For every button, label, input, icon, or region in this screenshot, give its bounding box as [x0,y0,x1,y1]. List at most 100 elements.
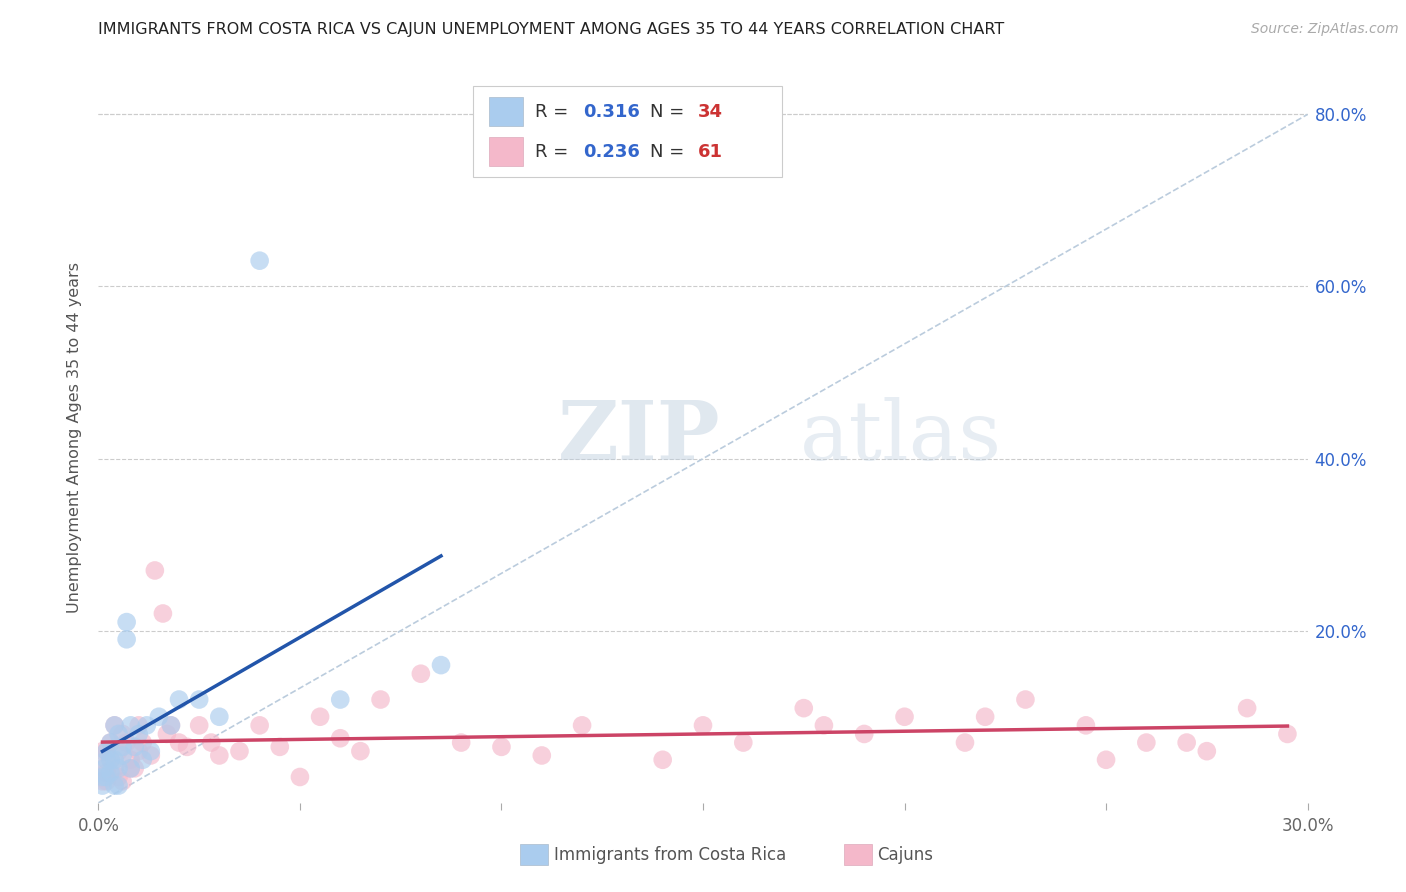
Point [96,774,118,789]
Point [188,718,211,732]
Point [143,564,166,578]
Point [188,692,211,706]
Point [91,744,114,758]
Point [107,761,129,775]
Point [135,718,157,732]
Point [128,727,150,741]
Text: 0.316: 0.316 [583,103,640,120]
Point [107,770,129,784]
Point [132,753,155,767]
Point [96,770,118,784]
Point [349,744,371,758]
Point [1277,727,1299,741]
Point [91,779,114,793]
Bar [489,97,523,127]
Point [1195,744,1218,758]
Point [120,718,142,732]
Point [96,753,118,767]
Point [733,735,755,749]
Point [370,692,392,706]
Point [91,770,114,784]
Point [228,744,250,758]
Point [124,761,146,775]
Point [111,727,134,741]
Point [128,718,150,732]
Point [409,666,432,681]
Point [100,765,122,780]
Point [160,718,183,732]
Y-axis label: Unemployment Among Ages 35 to 44 years: Unemployment Among Ages 35 to 44 years [67,261,83,613]
Point [111,748,134,763]
Point [1014,692,1036,706]
Point [651,753,673,767]
Text: N =: N = [650,143,690,161]
Point [115,632,138,647]
Point [132,735,155,749]
Point [813,718,835,732]
Text: atlas: atlas [800,397,1002,477]
Point [571,718,593,732]
Point [96,744,118,758]
Point [530,748,553,763]
Point [309,710,332,724]
Point [329,731,352,746]
Point [120,761,142,775]
Point [974,710,997,724]
Point [249,253,271,268]
Point [288,770,311,784]
Text: 34: 34 [699,103,723,120]
Point [249,718,271,732]
Point [107,779,129,793]
Point [160,718,183,732]
Text: ZIP: ZIP [558,397,720,477]
Point [1175,735,1198,749]
Point [893,710,915,724]
Point [793,701,815,715]
Point [93,761,115,775]
Point [100,735,122,749]
Text: Cajuns: Cajuns [877,846,934,863]
Point [450,735,472,749]
Point [111,739,134,754]
Point [167,692,190,706]
Point [853,727,876,741]
Point [491,739,513,754]
Point [329,692,352,706]
Point [96,744,118,758]
Point [167,735,190,749]
Point [103,779,125,793]
Text: N =: N = [650,103,690,120]
Point [176,739,198,754]
Point [139,744,162,758]
Point [139,748,162,763]
Point [115,735,138,749]
Point [208,710,231,724]
Point [103,718,125,732]
Text: 61: 61 [699,143,723,161]
Text: 0.236: 0.236 [583,143,640,161]
Point [91,774,114,789]
Point [103,761,125,775]
Point [269,739,291,754]
Point [1095,753,1118,767]
Point [111,774,134,789]
Point [208,748,231,763]
Text: Immigrants from Costa Rica: Immigrants from Costa Rica [554,846,786,863]
Point [148,710,170,724]
Text: R =: R = [534,143,574,161]
Point [91,761,114,775]
Point [124,739,146,754]
Point [100,753,122,767]
Point [1074,718,1097,732]
Point [96,765,118,780]
Point [107,744,129,758]
Text: Source: ZipAtlas.com: Source: ZipAtlas.com [1251,22,1399,37]
FancyBboxPatch shape [474,86,782,178]
Text: IMMIGRANTS FROM COSTA RICA VS CAJUN UNEMPLOYMENT AMONG AGES 35 TO 44 YEARS CORRE: IMMIGRANTS FROM COSTA RICA VS CAJUN UNEM… [98,22,1005,37]
Point [200,735,222,749]
Text: R =: R = [534,103,574,120]
Point [1236,701,1258,715]
Point [430,658,453,673]
Point [100,753,122,767]
Point [103,753,125,767]
